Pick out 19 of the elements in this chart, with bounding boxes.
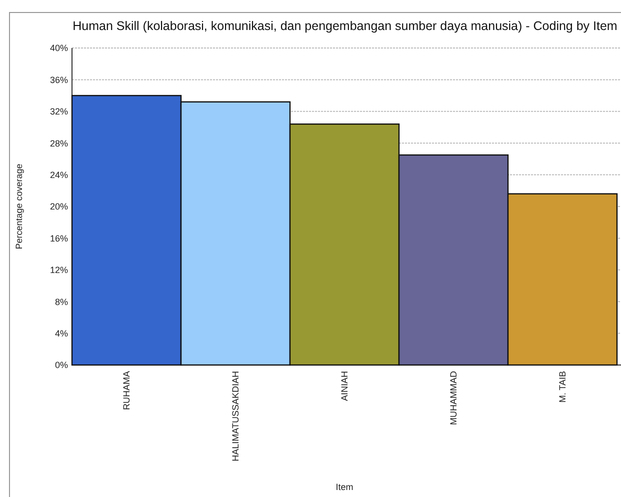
x-tick-label: RUHAMA: [122, 371, 132, 410]
y-tick-label: 40%: [50, 43, 68, 54]
x-tick-label: M. TAIB: [558, 371, 568, 403]
x-axis-title: Item: [336, 482, 354, 492]
x-tick-label: MUHAMMAD: [448, 370, 459, 425]
y-tick-label: 20%: [50, 202, 68, 212]
y-tick-label: 36%: [50, 74, 68, 85]
y-tick-label: 28%: [50, 138, 68, 148]
y-tick-label: 32%: [50, 106, 68, 117]
y-tick-label: 8%: [54, 296, 68, 307]
y-tick-label: 0%: [54, 360, 68, 370]
x-tick-label: HALIMATUSSAKDIAH: [230, 371, 241, 462]
y-tick-label: 12%: [50, 265, 68, 276]
y-axis-title: Percentage coverage: [14, 164, 24, 250]
x-tick-label: AINIAH: [340, 371, 350, 402]
y-tick-label: 16%: [50, 233, 68, 244]
y-tick-label: 4%: [54, 328, 68, 338]
chart-title: Human Skill (kolaborasi, komunikasi, dan pengembangan sumber daya manusia) - Coding by Item: [72, 19, 618, 33]
y-tick-label: 24%: [50, 170, 68, 180]
